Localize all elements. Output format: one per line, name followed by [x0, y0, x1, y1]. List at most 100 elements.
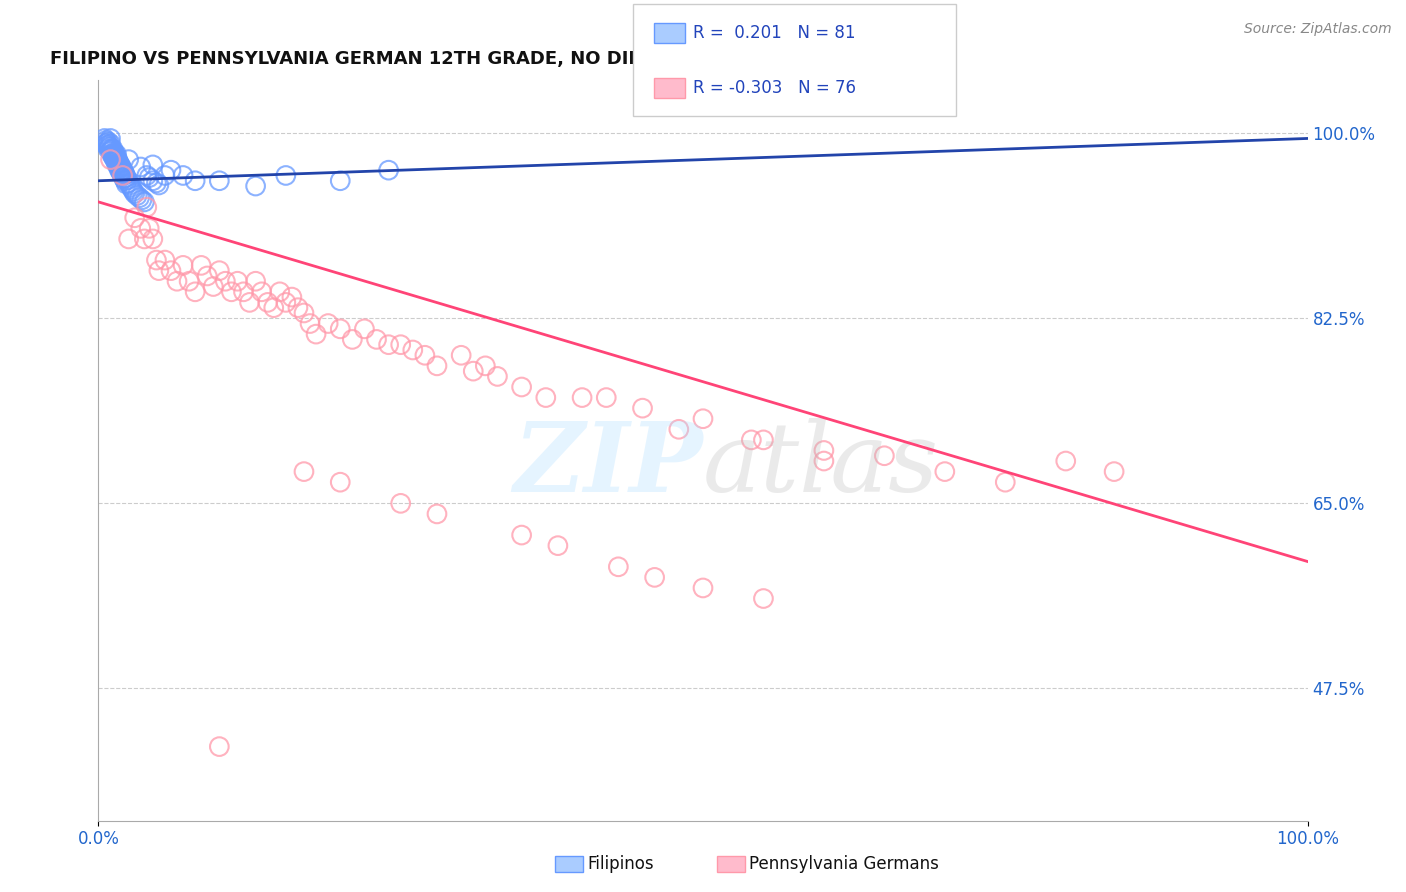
Point: [329, 174, 352, 188]
Point: [752, 591, 775, 606]
Point: [692, 581, 714, 595]
Point: [118, 232, 141, 246]
Point: [547, 539, 569, 553]
Point: [100, 144, 122, 158]
Text: ZIP: ZIP: [513, 418, 703, 512]
Point: [292, 306, 315, 320]
Point: [208, 739, 231, 754]
Point: [94, 134, 117, 148]
Point: [148, 263, 170, 277]
Point: [117, 172, 139, 186]
Point: [160, 163, 183, 178]
Point: [631, 401, 654, 416]
Point: [145, 253, 167, 268]
Point: [100, 136, 122, 151]
Point: [108, 164, 131, 178]
Point: [97, 142, 120, 156]
Point: [250, 285, 273, 299]
Point: [1102, 465, 1125, 479]
Point: [692, 411, 714, 425]
Point: [118, 178, 141, 192]
Point: [100, 142, 122, 156]
Point: [98, 140, 121, 154]
Point: [172, 169, 194, 183]
Point: [934, 465, 956, 479]
Point: [153, 169, 176, 183]
Point: [100, 147, 122, 161]
Point: [142, 158, 165, 172]
Point: [142, 174, 165, 188]
Point: [103, 145, 125, 160]
Text: R = -0.303   N = 76: R = -0.303 N = 76: [693, 79, 856, 97]
Point: [100, 131, 122, 145]
Point: [195, 268, 218, 283]
Point: [96, 136, 118, 150]
Point: [110, 161, 132, 175]
Point: [103, 148, 125, 162]
Point: [389, 337, 412, 351]
Point: [873, 449, 896, 463]
Point: [121, 182, 143, 196]
Point: [107, 154, 129, 169]
Point: [245, 179, 267, 194]
Point: [752, 433, 775, 447]
Point: [114, 168, 136, 182]
Point: [115, 177, 138, 191]
Point: [329, 322, 352, 336]
Point: [105, 147, 128, 161]
Point: [184, 174, 207, 188]
Point: [108, 155, 131, 169]
Point: [104, 151, 127, 165]
Point: [595, 391, 617, 405]
Point: [97, 137, 120, 152]
Point: [342, 332, 364, 346]
Point: [571, 391, 593, 405]
Point: [607, 559, 630, 574]
Point: [108, 158, 131, 172]
Point: [111, 169, 134, 183]
Point: [103, 152, 125, 166]
Point: [104, 153, 127, 168]
Point: [112, 165, 135, 179]
Point: [510, 528, 533, 542]
Point: [105, 153, 128, 167]
Point: [644, 570, 666, 584]
Point: [101, 149, 124, 163]
Point: [120, 180, 142, 194]
Point: [1054, 454, 1077, 468]
Point: [124, 211, 146, 225]
Point: [221, 285, 243, 299]
Point: [402, 343, 425, 357]
Point: [142, 232, 165, 246]
Point: [127, 188, 149, 202]
Point: [160, 263, 183, 277]
Point: [316, 317, 339, 331]
Point: [114, 174, 136, 188]
Point: [129, 160, 152, 174]
Point: [274, 169, 297, 183]
Point: [122, 185, 145, 199]
Point: [172, 258, 194, 272]
Point: [190, 258, 212, 272]
Point: [118, 176, 141, 190]
Point: [813, 454, 835, 468]
Text: Source: ZipAtlas.com: Source: ZipAtlas.com: [1244, 22, 1392, 37]
Point: [274, 295, 297, 310]
Point: [179, 274, 201, 288]
Point: [93, 131, 115, 145]
Point: [377, 337, 399, 351]
Point: [138, 170, 160, 185]
Point: [97, 135, 120, 149]
Point: [105, 151, 128, 165]
Point: [111, 169, 134, 183]
Point: [813, 443, 835, 458]
Point: [100, 142, 122, 156]
Point: [110, 166, 132, 180]
Point: [281, 290, 304, 304]
Point: [100, 144, 122, 158]
Point: [108, 157, 131, 171]
Point: [96, 139, 118, 153]
Point: [377, 163, 399, 178]
Point: [153, 253, 176, 268]
Point: [108, 159, 131, 173]
